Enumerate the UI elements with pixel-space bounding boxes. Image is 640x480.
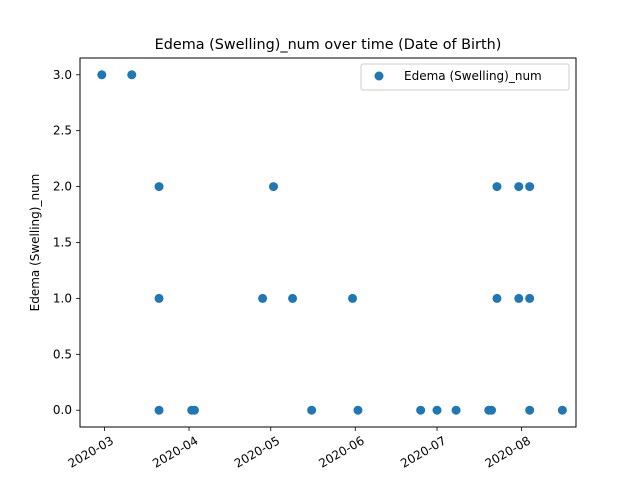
- data-point: [432, 405, 442, 415]
- data-point: [348, 293, 358, 303]
- chart-title: Edema (Swelling)_num over time (Date of …: [155, 37, 502, 53]
- data-point: [514, 182, 524, 192]
- data-point: [258, 293, 268, 303]
- data-points: [97, 70, 567, 415]
- y-tick-label: 3.0: [53, 68, 72, 82]
- data-point: [451, 405, 461, 415]
- legend-box: [360, 63, 570, 91]
- data-point: [268, 182, 278, 192]
- y-axis: 0.0 0.5 1.0 1.5 2.0 2.5 3.0: [53, 68, 80, 417]
- data-point: [557, 405, 567, 415]
- data-point: [154, 405, 164, 415]
- data-point: [189, 405, 199, 415]
- y-tick-label: 2.0: [53, 180, 72, 194]
- data-point: [97, 70, 107, 80]
- data-point: [154, 293, 164, 303]
- data-point: [307, 405, 317, 415]
- legend-entry-label: Edema (Swelling)_num: [404, 69, 542, 83]
- data-point: [525, 405, 535, 415]
- y-tick-label: 0.5: [53, 347, 72, 361]
- y-tick-label: 2.5: [53, 124, 72, 138]
- y-tick-label: 0.0: [53, 403, 72, 417]
- data-point: [288, 293, 298, 303]
- data-point: [525, 293, 535, 303]
- data-point: [127, 70, 137, 80]
- y-tick-label: 1.0: [53, 291, 72, 305]
- data-point: [353, 405, 363, 415]
- y-axis-label: Edema (Swelling)_num: [28, 174, 42, 312]
- legend-marker: [374, 71, 384, 81]
- data-point: [492, 182, 502, 192]
- data-point: [492, 293, 502, 303]
- data-point: [154, 182, 164, 192]
- data-point: [525, 182, 535, 192]
- data-point: [487, 405, 497, 415]
- data-point: [416, 405, 426, 415]
- data-point: [514, 293, 524, 303]
- legend: Edema (Swelling)_num: [360, 63, 570, 91]
- y-tick-label: 1.5: [53, 236, 72, 250]
